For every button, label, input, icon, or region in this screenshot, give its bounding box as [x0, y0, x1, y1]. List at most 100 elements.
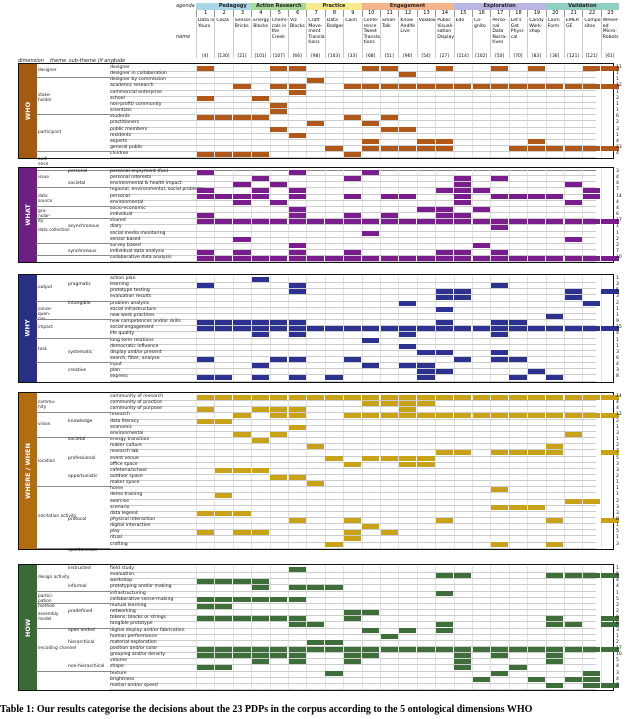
row-count: 3 [616, 349, 619, 355]
data-cell [490, 356, 509, 362]
column-gridline [306, 65, 308, 158]
data-cell [454, 665, 472, 670]
row-count: 3 [616, 504, 619, 510]
row-line [110, 664, 596, 666]
code-label: new work practices [110, 312, 155, 318]
row-line [110, 138, 596, 140]
column-gridline [582, 169, 584, 262]
data-cell [582, 194, 601, 200]
data-cell [417, 145, 435, 151]
row-line [110, 224, 596, 226]
column-gridline [600, 65, 602, 158]
pdp-reference: [70] [513, 54, 523, 59]
data-cell [270, 255, 288, 261]
data-cell [362, 65, 380, 71]
pdp-name: Sensor Bricks [232, 18, 251, 58]
data-cell [233, 237, 251, 243]
data-cell [398, 331, 417, 337]
data-cell [251, 255, 270, 261]
data-cell [343, 194, 362, 200]
data-cell [380, 218, 398, 224]
data-cell [417, 350, 435, 356]
code-label: economic [110, 424, 133, 430]
data-cell [288, 188, 306, 194]
pdp-number: 10 [361, 10, 380, 17]
code-label: tangible prototype [110, 621, 153, 627]
pdp-reference: [36] [550, 54, 560, 59]
pdp-number: 16 [472, 10, 490, 17]
data-cell [601, 413, 619, 419]
data-cell [454, 194, 472, 200]
code-label: community of purpose [110, 406, 162, 412]
data-cell [454, 212, 472, 218]
data-cell [325, 640, 343, 646]
row-line [110, 689, 596, 690]
section-who: WHO [18, 63, 614, 160]
row-line [110, 355, 596, 357]
pdp-name: VoxBox [416, 18, 435, 58]
row-count: 10 [616, 652, 622, 658]
section-what: WHAT [18, 167, 614, 264]
data-cell [490, 249, 509, 255]
column-gridline [324, 65, 326, 158]
data-cell [380, 529, 398, 535]
data-cell [380, 413, 398, 419]
data-cell [214, 493, 233, 498]
data-cell [325, 456, 343, 462]
column-gridline [508, 394, 510, 548]
code-label: individual [110, 212, 133, 218]
data-cell [270, 431, 288, 437]
row-count: 1 [616, 132, 619, 138]
row-line [110, 325, 596, 327]
subtheme-label: creative [68, 368, 87, 374]
row-count: 5 [616, 288, 619, 294]
data-cell [601, 615, 619, 621]
data-cell [288, 255, 306, 261]
data-cell [380, 255, 398, 261]
data-cell [509, 394, 527, 400]
data-cell [582, 683, 601, 689]
row-count: 1 [616, 312, 619, 318]
data-cell [509, 319, 527, 325]
code-label: designer by commission [110, 77, 166, 83]
theme-label: gra- nular- ity [38, 209, 51, 225]
row-count: 4 [616, 138, 619, 144]
data-cell [546, 646, 564, 652]
row-line [110, 374, 596, 376]
row-count: 2 [616, 602, 619, 608]
row-line [110, 590, 596, 592]
column-gridline [453, 65, 455, 158]
data-cell [454, 181, 472, 187]
row-line [110, 437, 596, 439]
data-cell [509, 356, 527, 362]
dimension-bar: HOW [19, 565, 37, 690]
data-cell [527, 325, 546, 331]
data-cell [435, 325, 454, 331]
data-cell [196, 249, 214, 255]
data-cell [564, 237, 582, 243]
column-gridline [600, 169, 602, 262]
row-line [110, 517, 596, 518]
row-line [110, 412, 596, 414]
data-cell [454, 175, 472, 181]
data-cell [435, 621, 454, 627]
row-count: 1 [616, 101, 619, 107]
data-cell [454, 249, 472, 255]
data-cell [214, 615, 233, 621]
data-cell [362, 646, 380, 652]
pdp-reference: [114] [456, 54, 469, 59]
code-label: human performance [110, 633, 157, 639]
data-cell [527, 255, 546, 261]
section-how: HOW [18, 564, 614, 691]
data-cell [362, 145, 380, 151]
data-cell [435, 206, 454, 212]
code-label: personal enjoyment (fun) [110, 169, 169, 174]
code-label: non-profit/ community [110, 101, 162, 107]
data-cell [380, 127, 398, 133]
data-cell [564, 394, 582, 400]
row-count: 1 [616, 343, 619, 349]
data-cell [251, 394, 270, 400]
data-cell [362, 652, 380, 658]
data-cell [325, 394, 343, 400]
data-cell [546, 572, 564, 578]
